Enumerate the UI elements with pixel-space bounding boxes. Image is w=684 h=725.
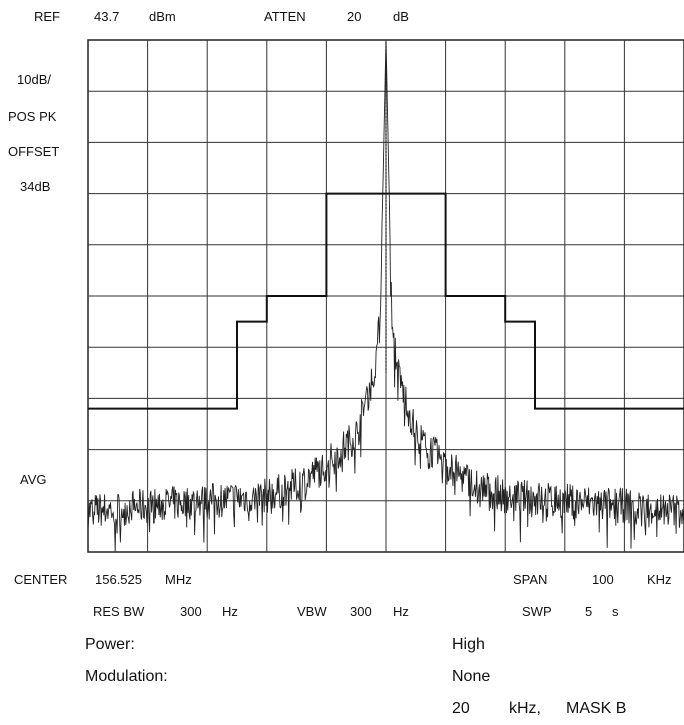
mask-line (88, 192, 684, 410)
power-label: Power: (85, 636, 135, 653)
swp-unit: s (612, 604, 619, 619)
atten-value: 20 (347, 9, 362, 24)
swp-value: 5 (585, 604, 593, 619)
detector-label: POS PK (8, 109, 57, 124)
ref-label: REF (34, 9, 60, 24)
center-label: CENTER (14, 572, 68, 587)
offset-label: OFFSET (8, 144, 60, 159)
resbw-label: RES BW (93, 604, 145, 619)
vbw-label: VBW (297, 604, 327, 619)
spectral-mask (88, 192, 684, 410)
trace-line (87, 39, 684, 552)
spectrum-trace (87, 39, 684, 552)
span-label: SPAN (513, 572, 548, 587)
vbw-unit: Hz (393, 604, 409, 619)
resbw-unit: Hz (222, 604, 238, 619)
modulation-label: Modulation: (85, 668, 168, 685)
vbw-value: 300 (350, 604, 372, 619)
power-value: High (452, 636, 485, 653)
ref-unit: dBm (149, 9, 176, 24)
mask-bandwidth-unit: kHz, (509, 700, 541, 717)
offset-value: 34dB (20, 179, 51, 194)
modulation-value: None (452, 668, 491, 685)
ref-value: 43.7 (94, 9, 120, 24)
mask-name: MASK B (566, 700, 627, 717)
span-value: 100 (592, 572, 614, 587)
center-value: 156.525 (95, 572, 142, 587)
center-unit: MHz (165, 572, 192, 587)
resbw-value: 300 (180, 604, 202, 619)
swp-label: SWP (522, 604, 552, 619)
atten-label: ATTEN (264, 9, 306, 24)
mask-bandwidth-value: 20 (452, 700, 470, 717)
span-unit: KHz (647, 572, 672, 587)
avg-label: AVG (20, 472, 47, 487)
atten-unit: dB (393, 9, 409, 24)
scale-label: 10dB/ (17, 72, 51, 87)
